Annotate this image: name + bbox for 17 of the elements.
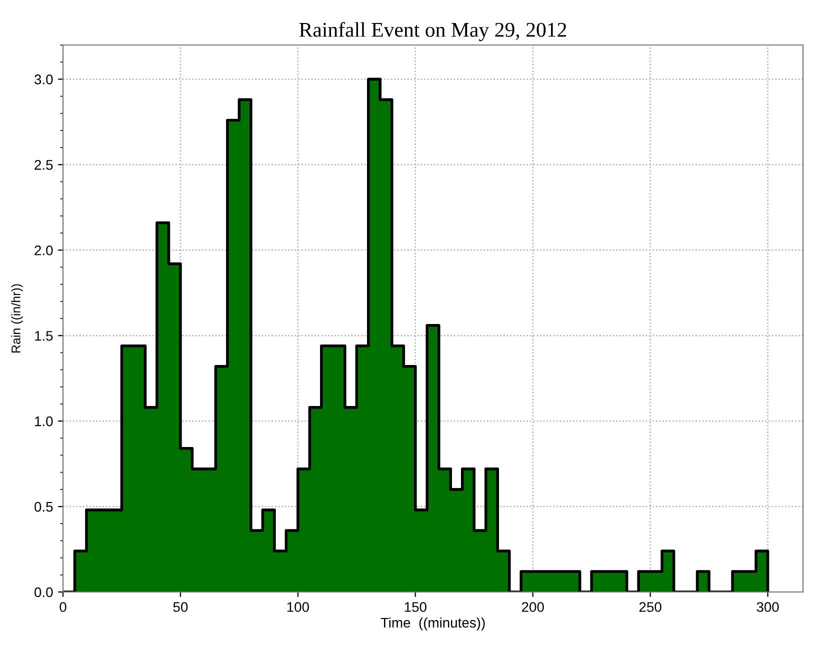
y-tick-label: 1.0 bbox=[35, 416, 53, 426]
x-tick-label: 0 bbox=[60, 602, 66, 612]
chart-title: Rainfall Event on May 29, 2012 bbox=[299, 22, 566, 42]
x-tick-label: 300 bbox=[756, 602, 779, 612]
y-tick-label: 1.5 bbox=[35, 331, 53, 341]
y-axis-title: Rain ((in/hr)) bbox=[11, 284, 23, 353]
x-tick-label: 150 bbox=[404, 602, 426, 612]
x-tick-label: 250 bbox=[639, 602, 662, 612]
x-tick-label: 50 bbox=[173, 602, 188, 612]
y-tick-label: 3.0 bbox=[34, 74, 53, 84]
y-tick-label: 2.0 bbox=[34, 245, 53, 256]
x-tick-label: 100 bbox=[287, 602, 309, 612]
x-tick-label: 200 bbox=[522, 602, 544, 612]
y-tick-label: 2.5 bbox=[34, 160, 53, 170]
y-tick-label: 0.0 bbox=[34, 587, 53, 598]
y-tick-label: 0.5 bbox=[34, 502, 53, 512]
x-axis-title: Time ((minutes)) bbox=[380, 617, 485, 630]
